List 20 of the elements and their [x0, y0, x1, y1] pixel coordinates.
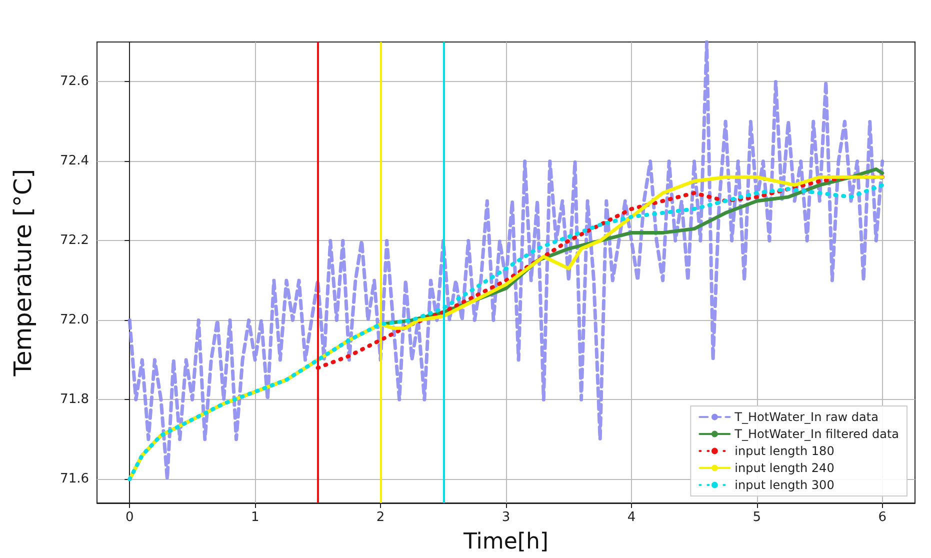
- y-tick-label: 72.0: [60, 312, 89, 328]
- legend-label: input length 240: [734, 461, 834, 475]
- x-tick-label: 3: [502, 510, 510, 525]
- y-tick-label: 72.6: [60, 74, 89, 90]
- x-axis-title: Time[h]: [462, 530, 548, 554]
- legend-label: input length 180: [734, 444, 834, 458]
- x-tick-label: 2: [376, 510, 385, 525]
- x-tick-label: 6: [878, 510, 887, 525]
- y-tick-label: 71.8: [60, 392, 89, 408]
- y-tick-label: 72.2: [60, 233, 89, 248]
- legend-label: input length 300: [734, 478, 834, 492]
- x-tick-label: 1: [250, 510, 260, 525]
- x-tick-label: 0: [125, 510, 134, 525]
- y-tick-label: 72.4: [60, 154, 89, 169]
- x-tick-label: 5: [752, 510, 762, 525]
- legend-label: T_HotWater_In raw data: [734, 410, 878, 424]
- y-tick-label: 71.6: [60, 472, 89, 487]
- x-tick-label: 4: [627, 510, 636, 525]
- legend-label: T_HotWater_In filtered data: [734, 427, 899, 441]
- y-axis-title: Temperature [°C]: [9, 168, 37, 378]
